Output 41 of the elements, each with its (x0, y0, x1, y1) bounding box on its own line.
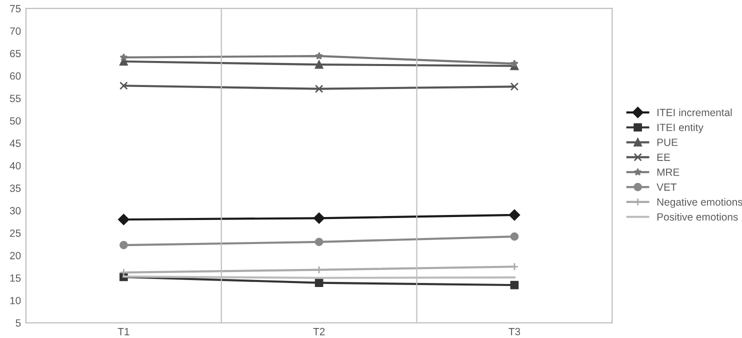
point (508, 209, 520, 221)
legend-label: ITEI entity (658, 123, 704, 134)
point (314, 60, 324, 69)
point (314, 278, 324, 287)
x-tick-label: T1 (118, 328, 130, 336)
point (315, 52, 324, 60)
y-tick-label: 40 (10, 162, 21, 170)
point (118, 214, 130, 226)
y-tick-label: 75 (10, 5, 21, 12)
y-tick-label: 35 (10, 184, 21, 192)
legend-label: MRE (657, 168, 680, 176)
point (314, 238, 324, 246)
y-tick-label: 10 (10, 296, 21, 304)
x-tick-label: T3 (508, 328, 520, 336)
y-tick-label: 60 (10, 72, 21, 80)
y-tick-label: 55 (10, 94, 21, 102)
point (120, 240, 128, 250)
y-tick-label: 70 (10, 27, 21, 35)
legend-label: VET (656, 184, 677, 191)
y-tick-label: 30 (10, 207, 21, 214)
legend-label: EE (657, 154, 670, 161)
point (510, 60, 518, 68)
point (120, 53, 128, 61)
point (510, 82, 519, 91)
point (510, 232, 519, 241)
legend-label: Negative emotions (657, 198, 742, 208)
y-tick-label: 20 (10, 252, 21, 260)
legend-label: Positive emotions (657, 212, 738, 221)
point (510, 280, 519, 290)
point (120, 82, 128, 90)
legend-label: ITEI incremental (658, 108, 732, 116)
x-tick-label: T2 (313, 328, 325, 336)
y-tick-label: 15 (10, 274, 21, 282)
y-tick-label: 50 (10, 117, 21, 125)
y-tick-label: 25 (10, 229, 21, 237)
y-tick-label: 5 (16, 319, 21, 327)
point (314, 84, 324, 93)
y-tick-label: 45 (10, 140, 21, 148)
point (313, 212, 325, 224)
y-tick-label: 65 (10, 50, 21, 58)
legend-label: PUE (657, 138, 678, 146)
